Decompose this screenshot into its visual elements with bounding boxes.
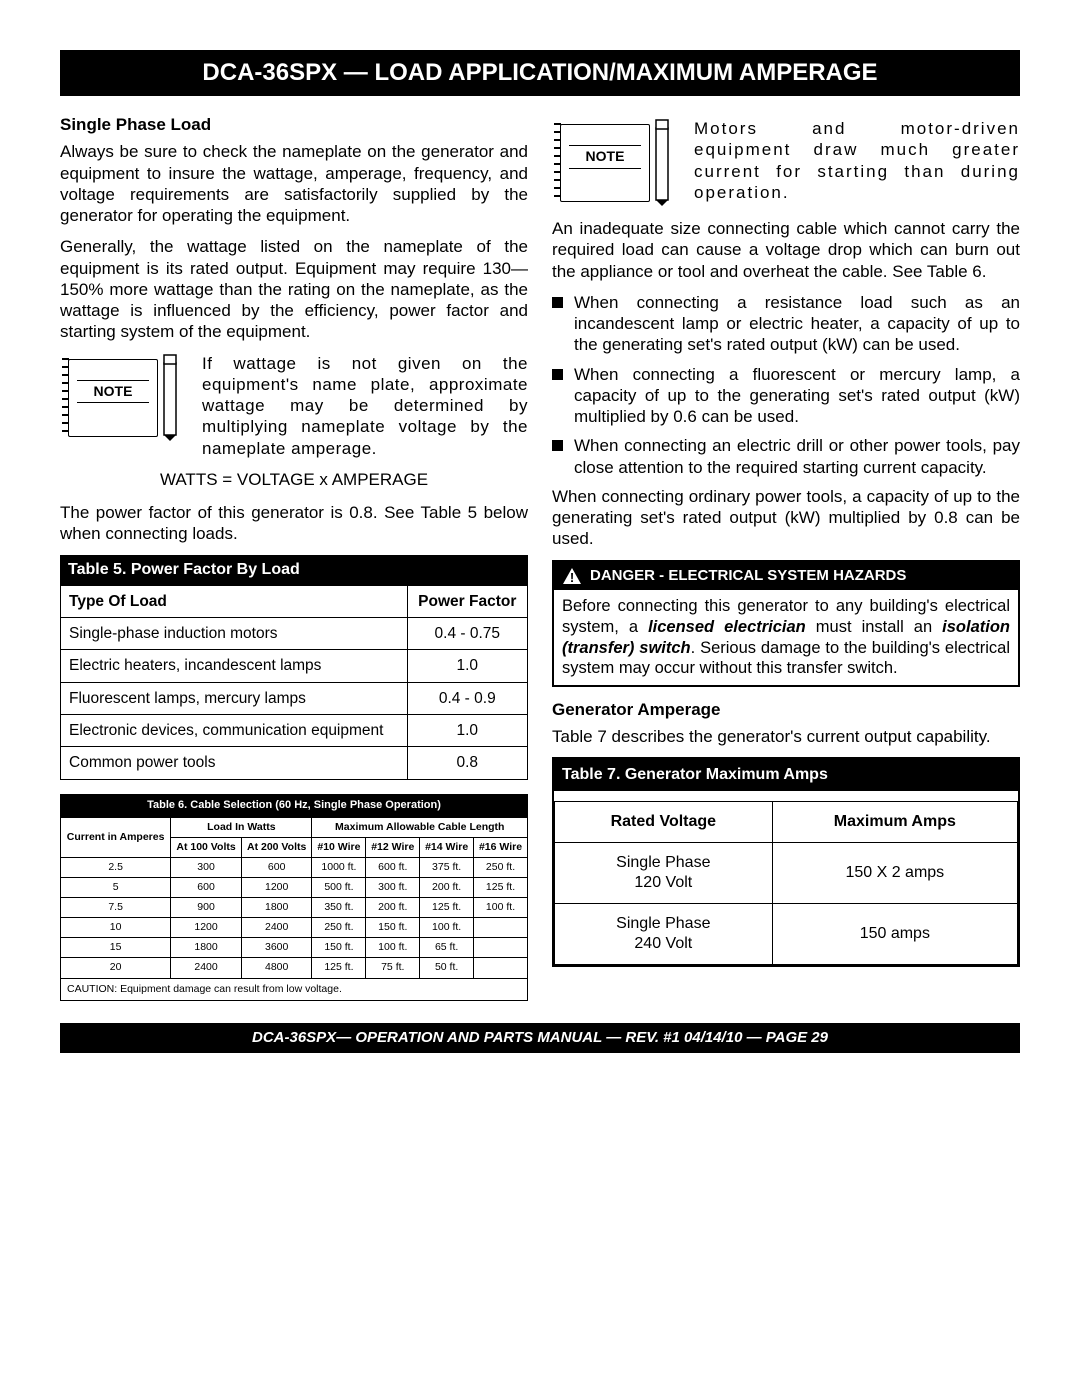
danger-title: DANGER - ELECTRICAL SYSTEM HAZARDS: [590, 567, 906, 586]
para-1: Always be sure to check the nameplate on…: [60, 141, 528, 226]
danger-box: ! DANGER - ELECTRICAL SYSTEM HAZARDS Bef…: [552, 560, 1020, 687]
note-icon: NOTE: [60, 353, 190, 443]
para-gen: Table 7 describes the generator's curren…: [552, 726, 1020, 747]
table7-col2: Maximum Amps: [772, 802, 1017, 843]
para-cable: An inadequate size connecting cable whic…: [552, 218, 1020, 282]
note-block-2: NOTE Motors and motor-driven equipment d…: [552, 118, 1020, 208]
table6-h-load: Load In Watts: [171, 817, 312, 837]
table-row: Single-phase induction motors0.4 - 0.75: [61, 617, 528, 649]
note-2-text: Motors and motor-driven equipment draw m…: [694, 118, 1020, 203]
note-1-text: If wattage is not given on the equipment…: [202, 353, 528, 459]
table-row: Common power tools0.8: [61, 747, 528, 779]
pencil-icon: [156, 353, 184, 441]
bullet-list: When connecting a resistance load such a…: [552, 292, 1020, 478]
table7-col1: Rated Voltage: [555, 802, 773, 843]
warning-triangle-icon: !: [562, 567, 582, 585]
table-6: Table 6. Cable Selection (60 Hz, Single …: [60, 794, 528, 1001]
formula-watts: WATTS = VOLTAGE x AMPERAGE: [60, 469, 528, 490]
table-row: Fluorescent lamps, mercury lamps0.4 - 0.…: [61, 682, 528, 714]
table-row: Single Phase 240 Volt150 amps: [555, 904, 1018, 965]
table6-title: Table 6. Cable Selection (60 Hz, Single …: [61, 794, 528, 817]
table-row: Electric heaters, incandescent lamps1.0: [61, 650, 528, 682]
page-footer: DCA-36SPX— OPERATION AND PARTS MANUAL — …: [60, 1023, 1020, 1054]
pencil-icon: [648, 118, 676, 206]
table-row: 2.53006001000 ft.600 ft.375 ft.250 ft.: [61, 857, 528, 877]
notepad-icon: NOTE: [68, 359, 158, 437]
page-title: DCA-36SPX — LOAD APPLICATION/MAXIMUM AMP…: [60, 50, 1020, 96]
table-row: Single Phase 120 Volt150 X 2 amps: [555, 843, 1018, 904]
svg-text:!: !: [570, 570, 574, 585]
list-item: When connecting a resistance load such a…: [552, 292, 1020, 356]
note-label: NOTE: [569, 145, 641, 169]
para-3: The power factor of this generator is 0.…: [60, 502, 528, 545]
list-item: When connecting a fluorescent or mercury…: [552, 364, 1020, 428]
right-column: NOTE Motors and motor-driven equipment d…: [552, 108, 1020, 1001]
table-row: 56001200500 ft.300 ft.200 ft.125 ft.: [61, 877, 528, 897]
table6-h-current: Current in Amperes: [61, 817, 171, 857]
table-7: Table 7. Generator Maximum Amps Rated Vo…: [552, 757, 1020, 967]
table6-caution: CAUTION: Equipment damage can result fro…: [61, 978, 528, 1000]
para-2: Generally, the wattage listed on the nam…: [60, 236, 528, 342]
two-column-layout: Single Phase Load Always be sure to chec…: [60, 108, 1020, 1001]
table-row: 2024004800125 ft.75 ft.50 ft.: [61, 958, 528, 978]
table-row: 1012002400250 ft.150 ft.100 ft.: [61, 918, 528, 938]
table5-title: Table 5. Power Factor By Load: [60, 555, 528, 585]
table-row: 1518003600150 ft.100 ft.65 ft.: [61, 938, 528, 958]
heading-gen-amp: Generator Amperage: [552, 699, 1020, 720]
table7-title: Table 7. Generator Maximum Amps: [554, 759, 1018, 791]
list-item: When connecting an electric drill or oth…: [552, 435, 1020, 478]
danger-header: ! DANGER - ELECTRICAL SYSTEM HAZARDS: [554, 562, 1018, 591]
table5-col1: Type Of Load: [61, 585, 408, 617]
note-block-1: NOTE If wattage is not given on the equi…: [60, 353, 528, 459]
danger-body: Before connecting this generator to any …: [554, 590, 1018, 685]
table-row: Electronic devices, communication equipm…: [61, 715, 528, 747]
notepad-icon: NOTE: [560, 124, 650, 202]
table-5: Type Of Load Power Factor Single-phase i…: [60, 585, 528, 780]
note-label: NOTE: [77, 380, 149, 404]
table5-col2: Power Factor: [407, 585, 527, 617]
table-row: 7.59001800350 ft.200 ft.125 ft.100 ft.: [61, 898, 528, 918]
heading-single-phase: Single Phase Load: [60, 114, 528, 135]
para-tools: When connecting ordinary power tools, a …: [552, 486, 1020, 550]
left-column: Single Phase Load Always be sure to chec…: [60, 108, 528, 1001]
note-icon: NOTE: [552, 118, 682, 208]
table6-h-maxlen: Maximum Allowable Cable Length: [312, 817, 528, 837]
